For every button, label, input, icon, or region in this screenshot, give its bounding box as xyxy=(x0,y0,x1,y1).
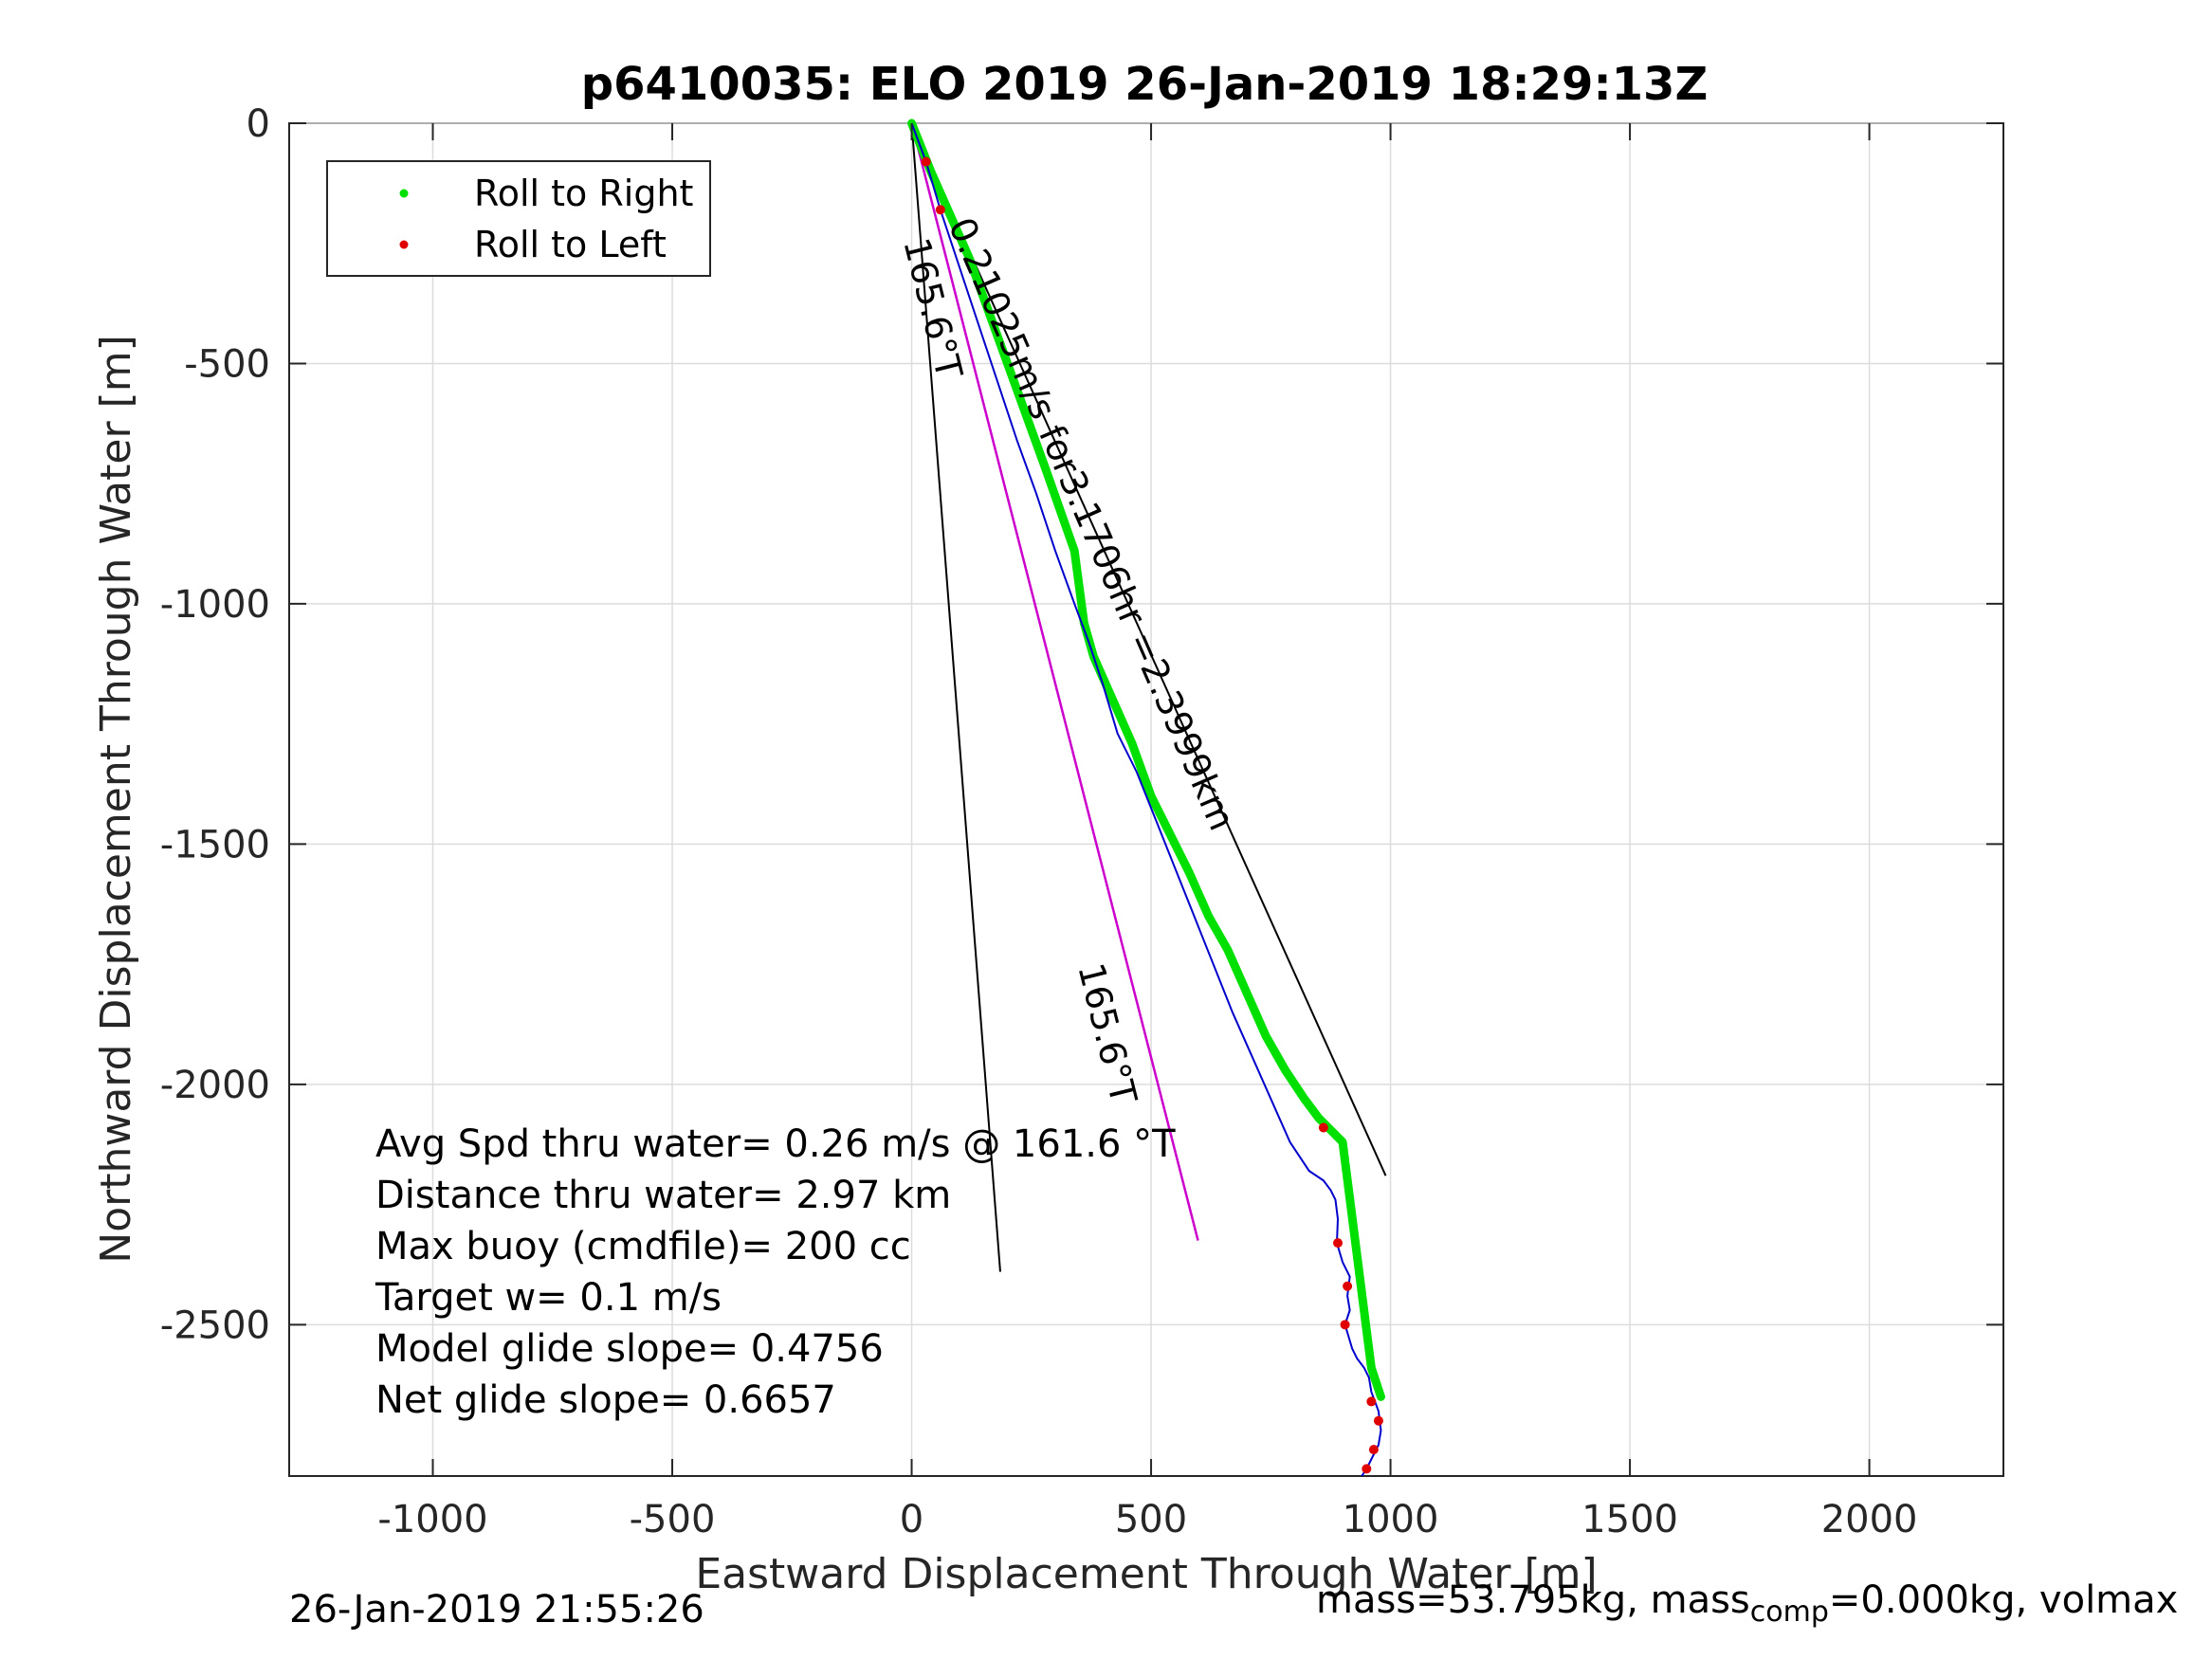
stats-line: Distance thru water= 2.97 km xyxy=(375,1174,951,1217)
legend: Roll to Right Roll to Left xyxy=(326,160,711,277)
reference-line xyxy=(910,122,1199,1241)
roll-left-point xyxy=(1343,1281,1353,1291)
legend-marker xyxy=(399,240,409,249)
reference-line xyxy=(910,122,1387,1176)
y-tick-label: 0 xyxy=(247,102,270,146)
stats-line: Net glide slope= 0.6657 xyxy=(375,1378,836,1422)
mass-tail: =0.000kg, volmax xyxy=(1828,1578,2179,1622)
legend-marker xyxy=(399,189,409,198)
grid xyxy=(289,122,2003,1476)
legend-label: Roll to Right xyxy=(474,173,693,214)
stats-line: Target w= 0.1 m/s xyxy=(375,1276,722,1320)
roll-left-point xyxy=(921,156,931,167)
x-tick-label: 500 xyxy=(1115,1498,1187,1541)
x-tick-label: 2000 xyxy=(1821,1498,1918,1541)
chart-title: p6410035: ELO 2019 26-Jan-2019 18:29:13Z xyxy=(581,58,1709,111)
y-tick-label: -1000 xyxy=(160,583,270,627)
mass-subscript: comp xyxy=(1749,1595,1829,1629)
roll-left-point xyxy=(1333,1238,1344,1249)
reference-line xyxy=(910,122,1001,1272)
x-tick-label: 1000 xyxy=(1343,1498,1439,1541)
y-tick-label: -2000 xyxy=(160,1064,270,1107)
roll-left-point xyxy=(935,205,945,215)
footer-timestamp: 26-Jan-2019 21:55:26 xyxy=(289,1588,704,1632)
y-tick-label: -2500 xyxy=(160,1304,270,1347)
x-tick-label: 0 xyxy=(900,1498,923,1541)
stats-block: Avg Spd thru water= 0.26 m/s @ 161.6 °T D… xyxy=(375,1122,1176,1422)
glider-track xyxy=(907,118,1385,1477)
roll-left-point xyxy=(1362,1464,1372,1474)
roll-left-point xyxy=(1368,1445,1379,1455)
stats-line: Avg Spd thru water= 0.26 m/s @ 161.6 °T xyxy=(375,1122,1176,1166)
y-axis-label: Northward Displacement Through Water [m] xyxy=(92,335,140,1263)
legend-box xyxy=(326,160,711,277)
x-tick-label: 1500 xyxy=(1581,1498,1678,1541)
x-axis-label: Eastward Displacement Through Water [m] xyxy=(695,1550,1597,1598)
mass-text: mass=53.795kg, mass xyxy=(1316,1578,1750,1622)
roll-right-trace xyxy=(907,118,1385,1401)
roll-left-point xyxy=(1318,1122,1328,1133)
roll-left-point xyxy=(1366,1396,1377,1407)
y-tick-label: -1500 xyxy=(160,823,270,866)
x-tick-label: -1000 xyxy=(377,1498,487,1541)
stats-line: Max buoy (cmdfile)= 200 cc xyxy=(375,1225,911,1268)
axis-ticks: -1000 -500 0 500 1000 1500 2000 0 -500 -1000 -1500… xyxy=(160,102,2003,1541)
y-tick-label: -500 xyxy=(184,342,270,386)
roll-left-point xyxy=(1340,1320,1350,1330)
stats-line: Model glide slope= 0.4756 xyxy=(375,1327,884,1371)
track-line xyxy=(910,122,1382,1477)
legend-label: Roll to Left xyxy=(474,224,667,265)
x-tick-label: -500 xyxy=(630,1498,716,1541)
reference-lines xyxy=(910,122,1387,1272)
footer-mass-info: mass=53.795kg, masscomp=0.000kg, volmax xyxy=(1316,1578,2178,1629)
roll-left-point xyxy=(1373,1415,1383,1426)
plot-area xyxy=(288,122,2004,1477)
